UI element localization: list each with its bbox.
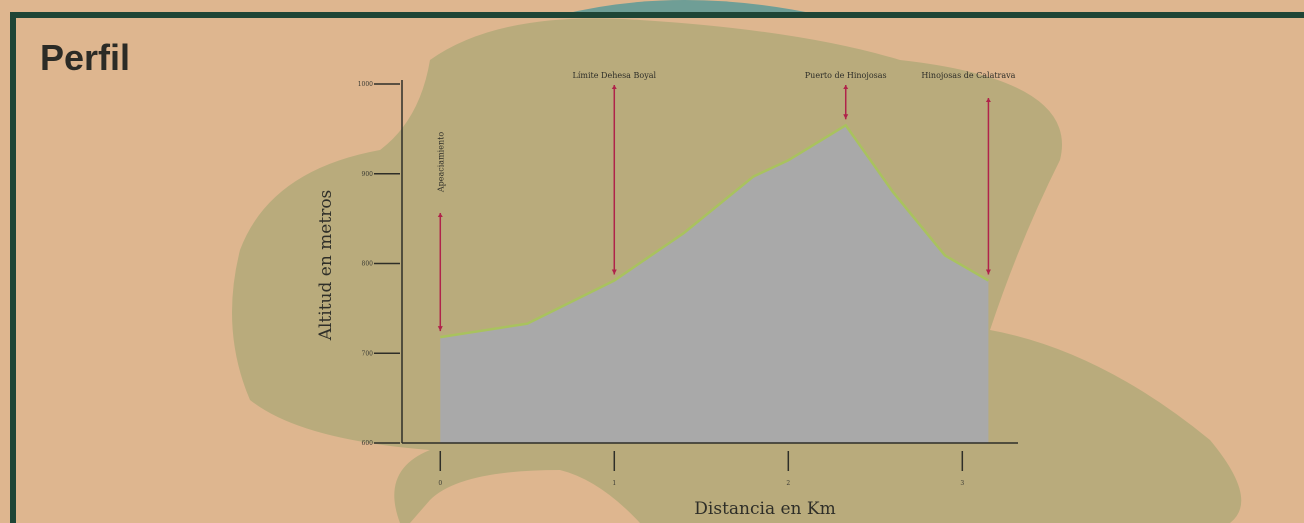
annotation-label: Límite Dehesa Boyal (573, 71, 657, 80)
annotation-arrow (843, 114, 849, 120)
y-axis-label: Altitud en metros (316, 190, 336, 342)
y-tick-label: 900 (362, 171, 374, 178)
y-tick-label: 600 (362, 440, 374, 447)
annotation-arrow-top (843, 85, 849, 89)
area (440, 125, 989, 443)
annotation-arrow-top (437, 213, 443, 217)
x-tick-label: 3 (960, 480, 964, 487)
annotation-arrow-top (985, 98, 991, 102)
annotation-label: Apeaciamiento (436, 132, 445, 193)
x-tick-label: 2 (786, 480, 790, 487)
profile-line (440, 123, 990, 339)
annotation-arrow (985, 269, 991, 275)
annotation-arrow (437, 326, 443, 332)
x-tick-label: 1 (612, 480, 616, 487)
annotation-arrow-top (611, 85, 617, 89)
annotation-label: Hinojosas de Calatrava (921, 71, 1015, 80)
annotation-arrow (611, 269, 617, 275)
y-tick-label: 1000 (358, 81, 373, 88)
chart-title: Perfil (40, 37, 130, 78)
x-tick-label: 0 (438, 480, 442, 487)
annotation-label: Puerto de Hinojosas (805, 71, 887, 80)
y-tick-label: 800 (362, 261, 374, 268)
x-axis-label: Distancia en Km (694, 499, 835, 519)
y-tick-label: 700 (362, 350, 374, 357)
